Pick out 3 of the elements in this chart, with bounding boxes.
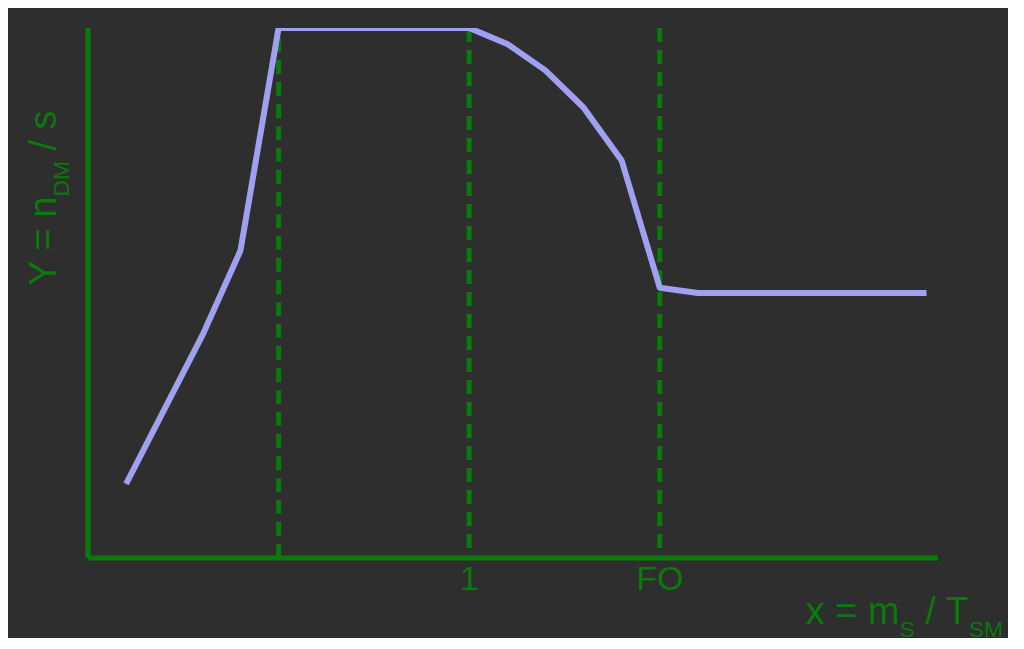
x-axis-title: x = m$_{S}$ / T$_{SM}$	[805, 590, 1003, 642]
x-tick-label: 1	[459, 559, 479, 598]
x-tick-label: FO	[636, 559, 684, 598]
